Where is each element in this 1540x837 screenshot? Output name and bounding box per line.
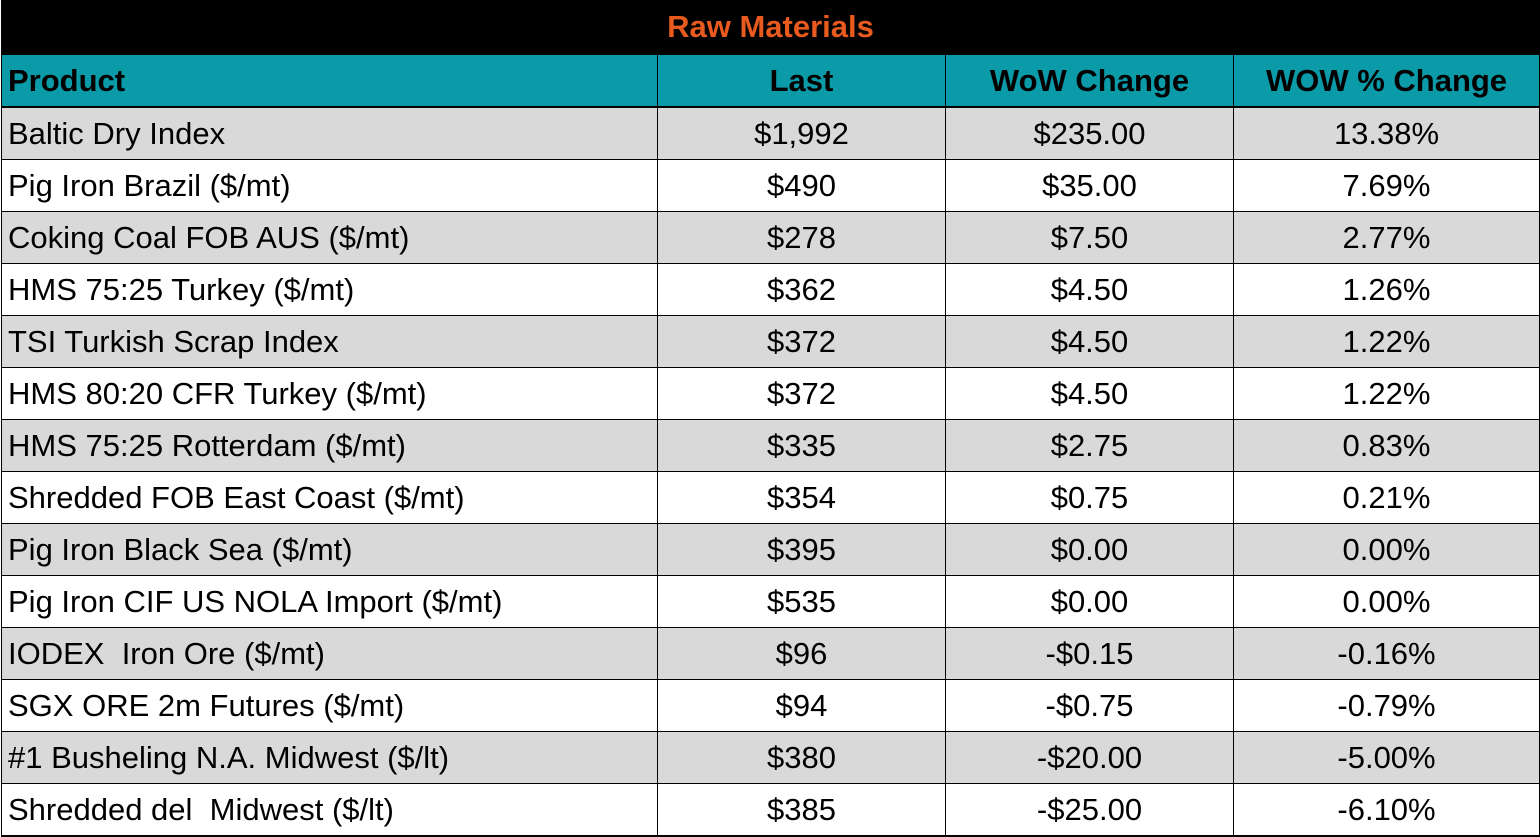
table-row: HMS 75:25 Rotterdam ($/mt) $335 $2.75 0.… — [1, 419, 1540, 472]
last-cell: $395 — [657, 523, 946, 576]
wow-change-cell: $4.50 — [945, 263, 1234, 316]
title-row: Raw Materials — [0, 0, 1540, 55]
table-row: Shredded FOB East Coast ($/mt) $354 $0.7… — [1, 471, 1540, 524]
wow-pct-cell: 1.26% — [1232, 263, 1540, 316]
wow-pct-cell: 0.00% — [1232, 523, 1540, 576]
wow-pct-cell: -5.00% — [1232, 731, 1540, 784]
table-row: IODEX Iron Ore ($/mt) $96 -$0.15 -0.16% — [1, 627, 1540, 680]
wow-pct-cell: 7.69% — [1232, 159, 1540, 212]
table-row: Pig Iron Brazil ($/mt) $490 $35.00 7.69% — [1, 159, 1540, 212]
wow-change-cell: -$0.75 — [945, 679, 1234, 732]
table-row: #1 Busheling N.A. Midwest ($/lt) $380 -$… — [1, 731, 1540, 784]
wow-pct-cell: 2.77% — [1232, 211, 1540, 264]
wow-change-cell: $0.00 — [945, 523, 1234, 576]
product-cell: HMS 75:25 Rotterdam ($/mt) — [1, 419, 658, 472]
table-row: TSI Turkish Scrap Index $372 $4.50 1.22% — [1, 315, 1540, 368]
table-row: Baltic Dry Index $1,992 $235.00 13.38% — [1, 106, 1540, 160]
wow-pct-cell: 0.00% — [1232, 575, 1540, 628]
table-row: Pig Iron Black Sea ($/mt) $395 $0.00 0.0… — [1, 523, 1540, 576]
last-cell: $362 — [657, 263, 946, 316]
product-cell: IODEX Iron Ore ($/mt) — [1, 627, 658, 680]
last-cell: $490 — [657, 159, 946, 212]
wow-pct-cell: 0.21% — [1232, 471, 1540, 524]
header-row: Product Last WoW Change WOW % Change — [1, 53, 1540, 108]
table-row: Shredded del Midwest ($/lt) $385 -$25.00… — [1, 783, 1540, 837]
table-row: Coking Coal FOB AUS ($/mt) $278 $7.50 2.… — [1, 211, 1540, 264]
wow-pct-cell: 13.38% — [1232, 106, 1540, 160]
wow-change-cell: $4.50 — [945, 367, 1234, 420]
table-row: SGX ORE 2m Futures ($/mt) $94 -$0.75 -0.… — [1, 679, 1540, 732]
wow-change-cell: -$25.00 — [945, 783, 1234, 837]
product-cell: Shredded del Midwest ($/lt) — [1, 783, 658, 837]
wow-pct-cell: -6.10% — [1232, 783, 1540, 837]
product-cell: HMS 80:20 CFR Turkey ($/mt) — [1, 367, 658, 420]
wow-pct-cell: 1.22% — [1232, 367, 1540, 420]
last-cell: $354 — [657, 471, 946, 524]
last-cell: $1,992 — [657, 106, 946, 160]
product-cell: TSI Turkish Scrap Index — [1, 315, 658, 368]
wow-change-cell: -$0.15 — [945, 627, 1234, 680]
wow-pct-cell: -0.79% — [1232, 679, 1540, 732]
table-row: HMS 80:20 CFR Turkey ($/mt) $372 $4.50 1… — [1, 367, 1540, 420]
column-header-wow-pct-change: WOW % Change — [1232, 53, 1540, 108]
wow-change-cell: $235.00 — [945, 106, 1234, 160]
wow-change-cell: $4.50 — [945, 315, 1234, 368]
product-cell: #1 Busheling N.A. Midwest ($/lt) — [1, 731, 658, 784]
product-cell: Coking Coal FOB AUS ($/mt) — [1, 211, 658, 264]
last-cell: $372 — [657, 367, 946, 420]
last-cell: $385 — [657, 783, 946, 837]
product-cell: Pig Iron Brazil ($/mt) — [1, 159, 658, 212]
last-cell: $535 — [657, 575, 946, 628]
last-cell: $335 — [657, 419, 946, 472]
table-body: Baltic Dry Index $1,992 $235.00 13.38% P… — [1, 106, 1540, 837]
wow-pct-cell: -0.16% — [1232, 627, 1540, 680]
last-cell: $278 — [657, 211, 946, 264]
wow-pct-cell: 1.22% — [1232, 315, 1540, 368]
column-header-wow-change: WoW Change — [945, 53, 1234, 108]
product-cell: HMS 75:25 Turkey ($/mt) — [1, 263, 658, 316]
column-header-product: Product — [1, 53, 658, 108]
wow-change-cell: $35.00 — [945, 159, 1234, 212]
wow-change-cell: $2.75 — [945, 419, 1234, 472]
wow-change-cell: -$20.00 — [945, 731, 1234, 784]
last-cell: $94 — [657, 679, 946, 732]
product-cell: SGX ORE 2m Futures ($/mt) — [1, 679, 658, 732]
last-cell: $372 — [657, 315, 946, 368]
column-header-last: Last — [657, 53, 946, 108]
product-cell: Pig Iron CIF US NOLA Import ($/mt) — [1, 575, 658, 628]
wow-pct-cell: 0.83% — [1232, 419, 1540, 472]
table-row: HMS 75:25 Turkey ($/mt) $362 $4.50 1.26% — [1, 263, 1540, 316]
wow-change-cell: $7.50 — [945, 211, 1234, 264]
product-cell: Baltic Dry Index — [1, 106, 658, 160]
table-row: Pig Iron CIF US NOLA Import ($/mt) $535 … — [1, 575, 1540, 628]
wow-change-cell: $0.00 — [945, 575, 1234, 628]
wow-change-cell: $0.75 — [945, 471, 1234, 524]
product-cell: Pig Iron Black Sea ($/mt) — [1, 523, 658, 576]
table-title: Raw Materials — [0, 0, 1540, 55]
last-cell: $380 — [657, 731, 946, 784]
last-cell: $96 — [657, 627, 946, 680]
product-cell: Shredded FOB East Coast ($/mt) — [1, 471, 658, 524]
